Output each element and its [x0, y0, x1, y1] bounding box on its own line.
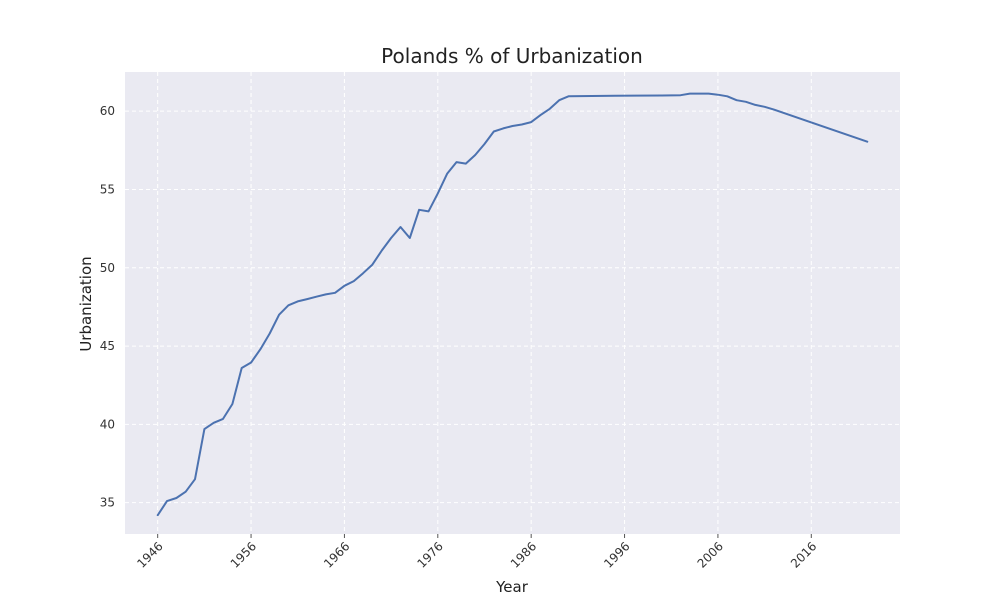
x-tick-label: 2016	[788, 539, 819, 570]
y-tick-label: 40	[100, 417, 115, 431]
data-point	[510, 124, 515, 129]
data-point	[743, 99, 748, 104]
x-tick-label: 2006	[695, 539, 726, 570]
data-point	[202, 427, 207, 432]
series-line	[156, 92, 869, 517]
data-point	[417, 207, 422, 212]
data-point	[865, 139, 870, 144]
data-point	[155, 513, 160, 518]
x-axis-label: Year	[495, 578, 529, 596]
data-point	[547, 106, 552, 111]
data-point	[687, 91, 692, 96]
data-point	[323, 292, 328, 297]
data-point	[211, 420, 216, 425]
data-point	[407, 236, 412, 241]
data-point	[333, 290, 338, 295]
grid-lines	[125, 72, 900, 534]
data-point	[762, 104, 767, 109]
data-point	[193, 477, 198, 482]
data-point	[482, 142, 487, 147]
y-tick-label: 50	[100, 261, 115, 275]
x-tick-label: 1976	[414, 539, 445, 570]
data-point	[267, 331, 272, 336]
data-point	[445, 171, 450, 176]
x-tick-label: 1996	[601, 539, 632, 570]
data-point	[715, 92, 720, 97]
data-point	[277, 312, 282, 317]
data-point	[379, 248, 384, 253]
x-axis-ticks: 1946 1956 1966 1976 1986 1996 2006 2016	[134, 534, 819, 571]
plot-area	[125, 72, 900, 534]
data-point	[529, 120, 534, 125]
data-point	[771, 107, 776, 112]
data-point	[678, 93, 683, 98]
data-point	[473, 153, 478, 158]
data-point	[659, 93, 664, 98]
data-point	[734, 98, 739, 103]
data-point	[370, 262, 375, 267]
data-point	[174, 496, 179, 501]
data-point	[753, 102, 758, 107]
data-point	[249, 360, 254, 365]
x-tick-label: 1986	[508, 539, 539, 570]
data-point	[697, 91, 702, 96]
x-tick-label: 1956	[228, 539, 259, 570]
data-point	[239, 366, 244, 371]
data-point	[221, 416, 226, 421]
data-point	[491, 129, 496, 134]
data-point	[286, 303, 291, 308]
data-point	[342, 283, 347, 288]
y-tick-label: 45	[100, 339, 115, 353]
chart-title: Polands % of Urbanization	[381, 44, 643, 68]
y-tick-label: 35	[100, 496, 115, 510]
y-tick-label: 55	[100, 182, 115, 196]
data-point	[725, 94, 730, 99]
data-point	[165, 499, 170, 504]
data-point	[613, 93, 618, 98]
data-point	[538, 113, 543, 118]
data-point	[519, 122, 524, 127]
data-point	[314, 294, 319, 299]
data-point	[398, 225, 403, 230]
data-point	[463, 161, 468, 166]
data-point	[351, 279, 356, 284]
data-point	[557, 98, 562, 103]
data-point	[566, 94, 571, 99]
series-layer	[155, 91, 870, 518]
data-point	[183, 489, 188, 494]
x-tick-label: 1966	[321, 539, 352, 570]
data-point	[258, 347, 263, 352]
y-axis-label: Urbanization	[77, 256, 95, 351]
data-point	[435, 191, 440, 196]
data-point	[454, 160, 459, 165]
y-tick-label: 60	[100, 104, 115, 118]
data-point	[706, 91, 711, 96]
data-point	[305, 297, 310, 302]
data-point	[389, 236, 394, 241]
data-point	[361, 271, 366, 276]
data-point	[230, 402, 235, 407]
y-axis-ticks: 35 40 45 50 55 60	[100, 104, 115, 510]
data-point	[426, 209, 431, 214]
data-point	[295, 299, 300, 304]
x-tick-label: 1946	[134, 539, 165, 570]
data-point	[501, 126, 506, 131]
